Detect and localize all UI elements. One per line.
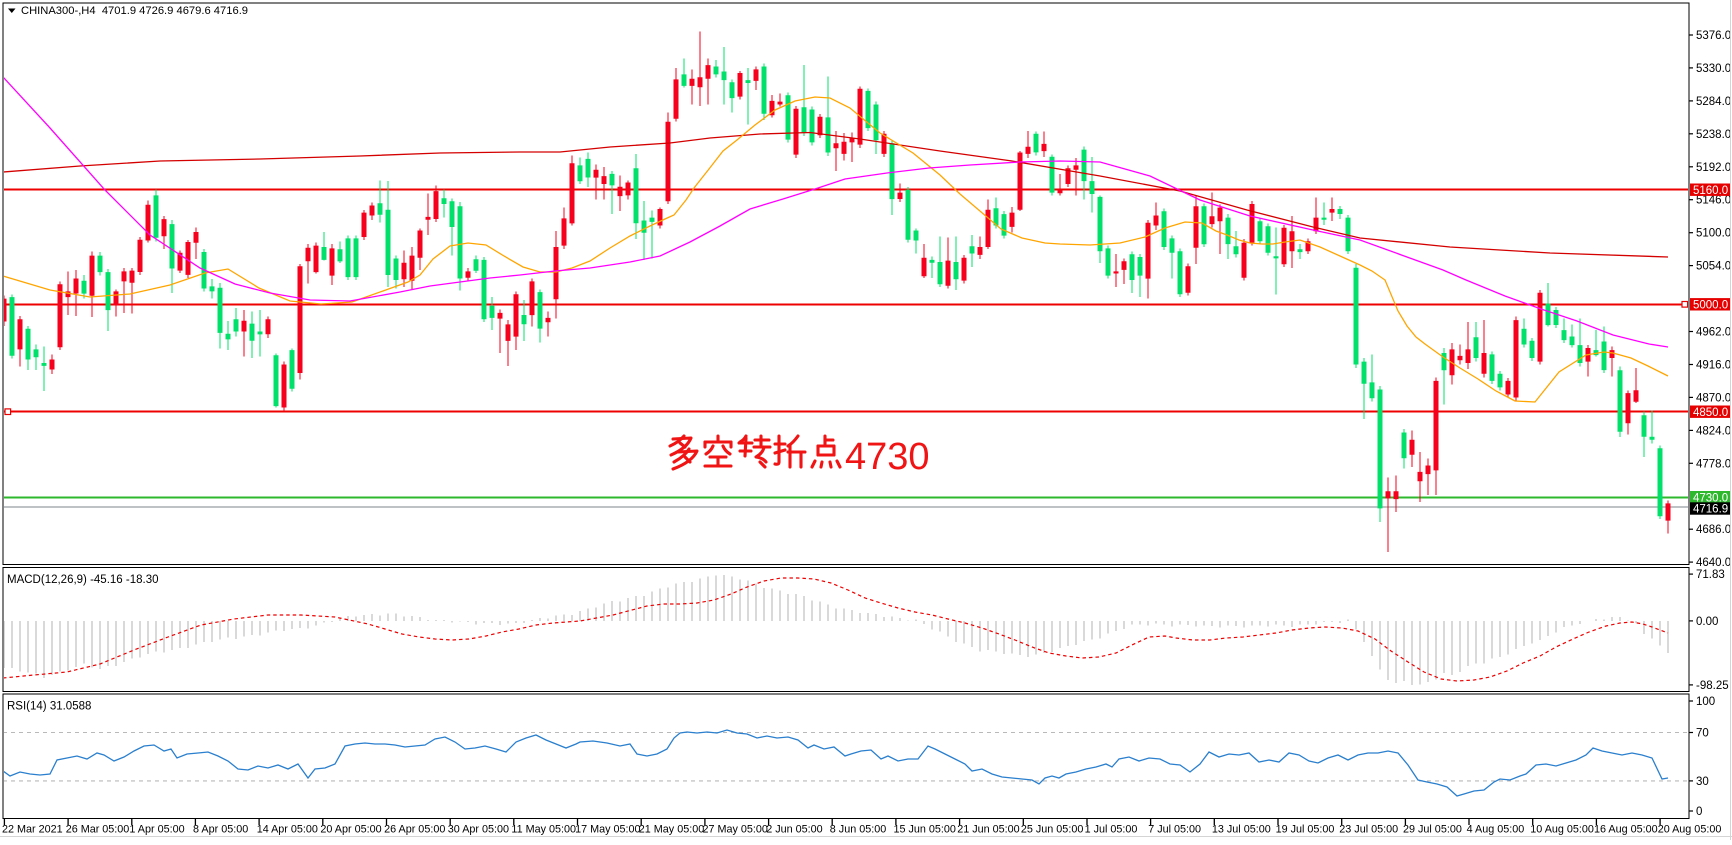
svg-text:20 Aug 05:00: 20 Aug 05:00 [1658,824,1722,836]
svg-text:8 Apr 05:00: 8 Apr 05:00 [193,824,248,836]
svg-text:4730: 4730 [845,436,930,478]
svg-text:-98.25: -98.25 [1696,680,1729,692]
svg-text:4778.0: 4778.0 [1696,458,1731,470]
svg-text:2 Jun 05:00: 2 Jun 05:00 [766,824,822,836]
svg-text:26 Mar 05:00: 26 Mar 05:00 [66,824,130,836]
svg-text:5192.0: 5192.0 [1696,162,1731,174]
svg-text:29 Jul 05:00: 29 Jul 05:00 [1403,824,1462,836]
svg-text:5054.0: 5054.0 [1696,261,1731,273]
svg-text:71.83: 71.83 [1696,569,1725,581]
svg-text:15 Jun 05:00: 15 Jun 05:00 [894,824,956,836]
svg-text:13 Jul 05:00: 13 Jul 05:00 [1212,824,1271,836]
svg-text:5238.0: 5238.0 [1696,129,1731,141]
svg-text:30: 30 [1696,776,1709,788]
svg-text:22 Mar 2021: 22 Mar 2021 [2,824,63,836]
svg-text:8 Jun 05:00: 8 Jun 05:00 [830,824,886,836]
svg-text:5376.0: 5376.0 [1696,30,1731,42]
svg-text:4640.0: 4640.0 [1696,557,1731,569]
svg-text:23 Jul 05:00: 23 Jul 05:00 [1339,824,1398,836]
svg-text:RSI(14) 31.0588: RSI(14) 31.0588 [7,701,91,713]
svg-text:4916.0: 4916.0 [1696,360,1731,372]
svg-text:5330.0: 5330.0 [1696,63,1731,75]
svg-text:5284.0: 5284.0 [1696,96,1731,108]
svg-text:20 Apr 05:00: 20 Apr 05:00 [320,824,381,836]
svg-text:CHINA300-,H4 4701.9 4726.9 46: CHINA300-,H4 4701.9 4726.9 4679.6 4716.9 [21,5,248,17]
svg-text:0: 0 [1696,806,1702,818]
svg-text:10 Aug 05:00: 10 Aug 05:00 [1530,824,1594,836]
svg-text:7 Jul 05:00: 7 Jul 05:00 [1148,824,1201,836]
svg-text:1 Jul 05:00: 1 Jul 05:00 [1085,824,1138,836]
svg-text:25 Jun 05:00: 25 Jun 05:00 [1021,824,1083,836]
svg-text:11 May 05:00: 11 May 05:00 [511,824,576,836]
svg-text:4730.0: 4730.0 [1693,492,1728,504]
svg-text:19 Jul 05:00: 19 Jul 05:00 [1276,824,1335,836]
svg-text:4716.9: 4716.9 [1693,504,1728,516]
svg-text:4824.0: 4824.0 [1696,425,1731,437]
svg-text:70: 70 [1696,728,1709,740]
svg-text:17 May 05:00: 17 May 05:00 [575,824,640,836]
svg-text:4686.0: 4686.0 [1696,524,1731,536]
svg-text:26 Apr 05:00: 26 Apr 05:00 [384,824,445,836]
svg-text:30 Apr 05:00: 30 Apr 05:00 [448,824,509,836]
svg-text:14 Apr 05:00: 14 Apr 05:00 [257,824,318,836]
svg-text:MACD(12,26,9) -45.16 -18.30: MACD(12,26,9) -45.16 -18.30 [7,574,159,586]
svg-text:4 Aug 05:00: 4 Aug 05:00 [1467,824,1525,836]
svg-text:0.00: 0.00 [1696,616,1718,628]
svg-text:5000.0: 5000.0 [1693,300,1728,312]
svg-text:1 Apr 05:00: 1 Apr 05:00 [129,824,184,836]
svg-text:21 May 05:00: 21 May 05:00 [639,824,704,836]
svg-text:21 Jun 05:00: 21 Jun 05:00 [957,824,1019,836]
svg-text:4850.0: 4850.0 [1693,407,1728,419]
svg-text:4870.0: 4870.0 [1696,392,1731,404]
svg-text:27 May 05:00: 27 May 05:00 [703,824,768,836]
svg-text:4962.0: 4962.0 [1696,327,1731,339]
svg-text:5146.0: 5146.0 [1696,195,1731,207]
svg-text:100: 100 [1696,696,1715,708]
svg-text:5160.0: 5160.0 [1693,185,1728,197]
svg-text:5100.0: 5100.0 [1696,228,1731,240]
svg-text:16 Aug 05:00: 16 Aug 05:00 [1594,824,1658,836]
